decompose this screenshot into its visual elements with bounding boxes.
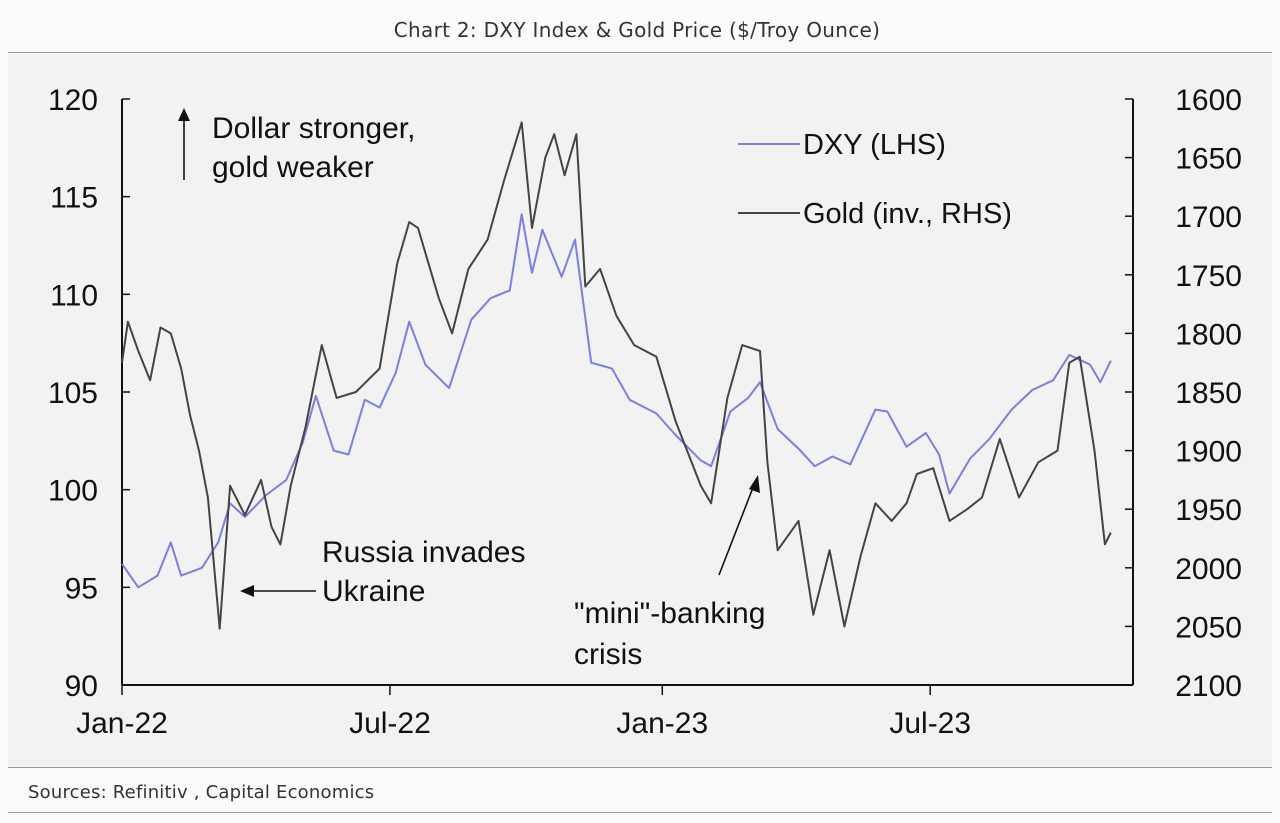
banking-arrow-line: [718, 484, 755, 576]
x-tick-label: Jan-23: [616, 707, 708, 740]
x-tick-label: Jan-22: [76, 707, 168, 740]
legend-dxy-label: DXY (LHS): [803, 129, 946, 161]
annotation-banking-line2: crisis: [574, 638, 642, 671]
source-note: Sources: Refinitiv , Capital Economics: [28, 782, 375, 803]
annotations-group: Dollar stronger, gold weaker Russia inva…: [178, 108, 765, 671]
y-left-tick-label: 120: [48, 84, 98, 117]
banking-arrow-head: [749, 475, 760, 493]
series-group: [121, 121, 1112, 630]
y-right-tick-label: 1600: [1175, 84, 1242, 117]
y-right-tick-label: 2000: [1175, 553, 1242, 586]
series-line-dxy: [121, 213, 1112, 589]
annotation-banking-line1: "mini"-banking: [574, 597, 765, 630]
top-rule: [8, 52, 1272, 53]
axes-group: 120 115 110 105 100 95 90 1600 1650 1700 1750 1800 1…: [48, 84, 1242, 740]
y-right-tick-label: 2100: [1175, 670, 1242, 703]
y-right-tick-label: 1800: [1175, 318, 1242, 351]
russia-arrow-head: [240, 585, 254, 597]
annotation-dollar-line1: Dollar stronger,: [212, 112, 415, 145]
y-right-tick-label: 1850: [1175, 377, 1242, 410]
y-left-tick-label: 90: [65, 670, 98, 703]
annotation-russia-line2: Ukraine: [322, 575, 425, 608]
y-right-tick-label: 1750: [1175, 260, 1242, 293]
footer-rule: [8, 812, 1272, 813]
y-right-tick-label: 1950: [1175, 494, 1242, 527]
y-left-tick-label: 100: [48, 475, 98, 508]
y-left-tick-label: 105: [48, 377, 98, 410]
y-left-tick-label: 95: [65, 572, 98, 605]
legend: DXY (LHS) Gold (inv., RHS): [738, 129, 1012, 230]
annotation-russia-line1: Russia invades: [322, 536, 525, 569]
x-tick-label: Jul-23: [889, 707, 971, 740]
y-right-tick-label: 2050: [1175, 611, 1242, 644]
line-chart: 120 115 110 105 100 95 90 1600 1650 1700 1750 1800 1…: [48, 84, 1242, 740]
plot-background: [8, 53, 1272, 767]
annotation-dollar-line2: gold weaker: [212, 151, 374, 184]
y-left-tick-label: 110: [50, 279, 98, 312]
series-line-gold: [121, 121, 1112, 630]
x-tick-label: Jul-22: [349, 707, 431, 740]
chart-title: Chart 2: DXY Index & Gold Price ($/Troy …: [393, 18, 881, 42]
y-right-tick-label: 1700: [1175, 201, 1242, 234]
dollar-arrow-head: [178, 108, 190, 121]
y-left-tick-label: 115: [50, 182, 98, 215]
y-right-tick-label: 1900: [1175, 436, 1242, 469]
y-right-tick-label: 1650: [1175, 143, 1242, 176]
bottom-rule: [8, 767, 1272, 768]
legend-gold-label: Gold (inv., RHS): [803, 198, 1012, 230]
